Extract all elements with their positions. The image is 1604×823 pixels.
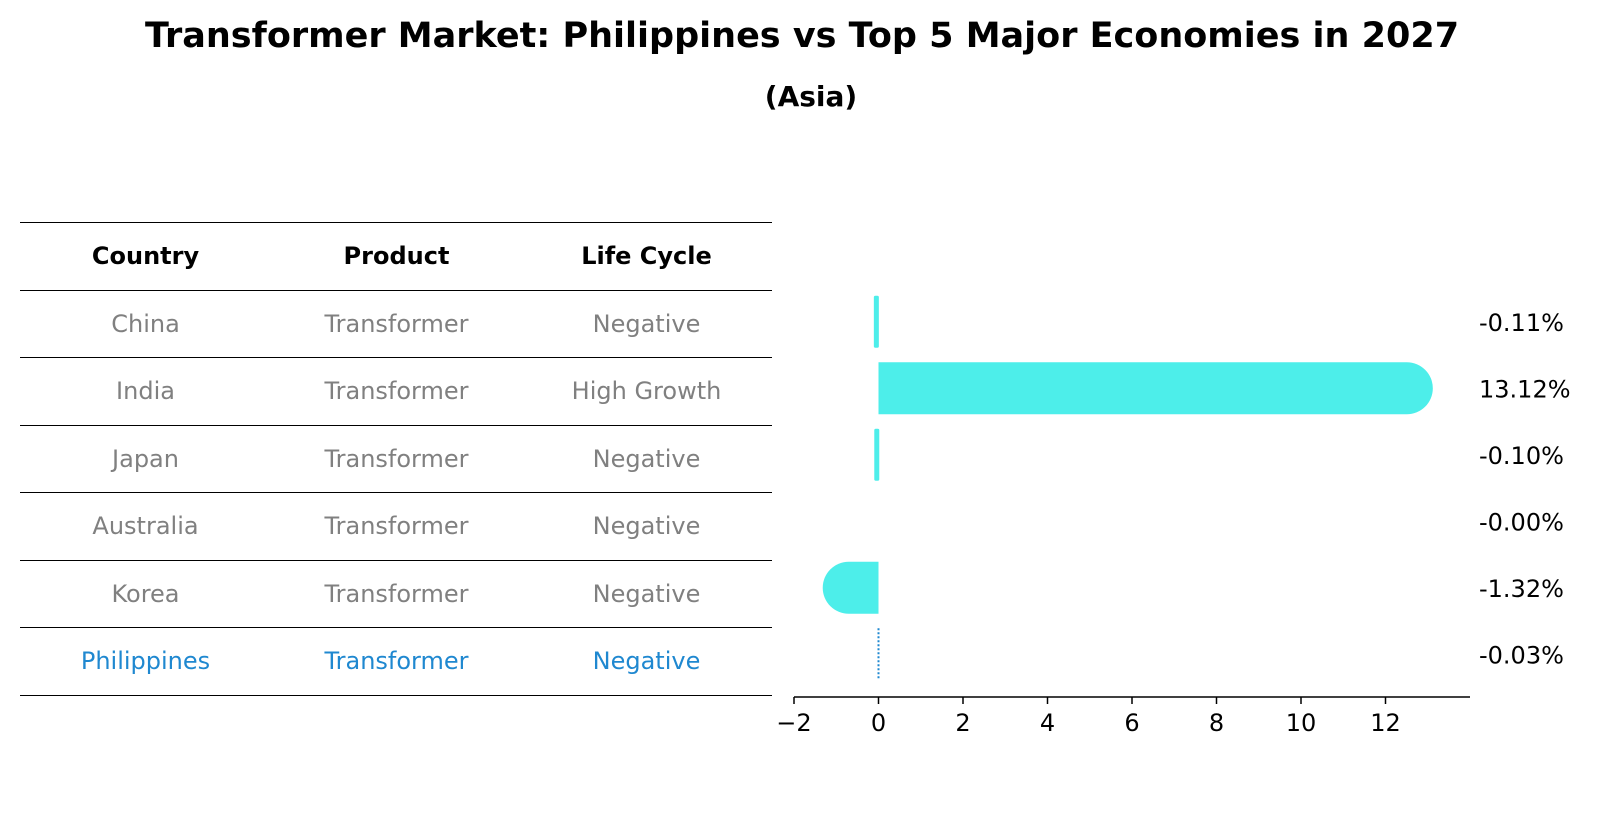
table-row: China Transformer Negative (20, 289, 772, 358)
cell-life-cycle: High Growth (571, 377, 722, 406)
x-tick-label: 0 (871, 709, 886, 737)
bar-korea (822, 561, 879, 614)
cell-country: India (116, 377, 175, 406)
header-country: Country (91, 242, 200, 271)
x-tick-label: 12 (1370, 709, 1401, 737)
cell-life-cycle: Negative (592, 309, 701, 338)
x-tick-label: 4 (1040, 709, 1055, 737)
value-label-australia: -0.00% (1479, 508, 1564, 536)
table-row-highlighted: Philippines Transformer Negative (20, 627, 772, 696)
bar-china (873, 295, 879, 348)
bar-india (878, 362, 1433, 415)
cell-product: Transformer (324, 309, 469, 338)
table-header-row: Country Product Life Cycle (20, 222, 772, 290)
chart-subtitle: (Asia) (764, 80, 858, 113)
header-life-cycle: Life Cycle (581, 242, 712, 271)
chart-title: Transformer Market: Philippines vs Top 5… (144, 16, 1460, 56)
x-tick-label: −2 (776, 709, 811, 737)
table-row: India Transformer High Growth (20, 357, 772, 425)
x-tick-label: 6 (1124, 709, 1139, 737)
x-tick-label: 8 (1209, 709, 1224, 737)
header-product: Product (343, 242, 450, 271)
cell-product: Transformer (324, 377, 469, 406)
table-row: Japan Transformer Negative (20, 424, 772, 493)
cell-country: China (111, 309, 180, 338)
cell-life-cycle: Negative (592, 512, 701, 541)
value-label-japan: -0.10% (1479, 442, 1564, 470)
cell-country: Australia (92, 512, 199, 541)
cell-country: Philippines (80, 647, 211, 676)
cell-product: Transformer (324, 512, 469, 541)
value-label-india: 13.12% (1479, 375, 1571, 403)
country-table: Country Product Life Cycle China Transfo… (20, 222, 772, 696)
cell-life-cycle: Negative (592, 579, 701, 608)
value-label-korea: -1.32% (1479, 575, 1564, 603)
cell-life-cycle: Negative (592, 444, 701, 473)
x-tick-label: 2 (955, 709, 970, 737)
cell-life-cycle: Negative (592, 647, 701, 676)
cell-product: Transformer (324, 444, 469, 473)
value-label-china: -0.11% (1479, 309, 1564, 337)
table-row: Australia Transformer Negative (20, 492, 772, 560)
cell-country: Korea (111, 579, 180, 608)
cell-country: Japan (112, 444, 179, 473)
cell-product: Transformer (324, 579, 469, 608)
x-tick-label: 10 (1286, 709, 1317, 737)
bar-japan (874, 428, 880, 481)
cell-product: Transformer (324, 647, 469, 676)
value-label-philippines: -0.03% (1479, 641, 1564, 669)
table-row: Korea Transformer Negative (20, 559, 772, 628)
